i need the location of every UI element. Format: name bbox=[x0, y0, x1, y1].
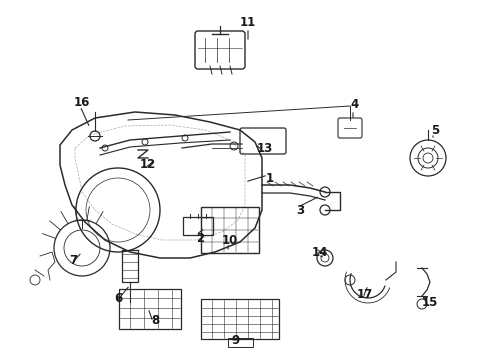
Text: 7: 7 bbox=[69, 253, 77, 266]
Text: 5: 5 bbox=[431, 123, 439, 136]
Text: 1: 1 bbox=[266, 171, 274, 184]
Text: 13: 13 bbox=[257, 141, 273, 154]
Text: 8: 8 bbox=[151, 314, 159, 327]
Text: 16: 16 bbox=[74, 96, 90, 109]
Text: 4: 4 bbox=[351, 99, 359, 112]
Text: 6: 6 bbox=[114, 292, 122, 305]
Text: 10: 10 bbox=[222, 234, 238, 247]
Text: 2: 2 bbox=[196, 231, 204, 244]
Text: 12: 12 bbox=[140, 158, 156, 171]
Text: 3: 3 bbox=[296, 203, 304, 216]
Text: 14: 14 bbox=[312, 247, 328, 260]
Text: 11: 11 bbox=[240, 15, 256, 28]
Text: 17: 17 bbox=[357, 288, 373, 302]
Text: 9: 9 bbox=[231, 333, 239, 346]
Text: 15: 15 bbox=[422, 296, 438, 309]
